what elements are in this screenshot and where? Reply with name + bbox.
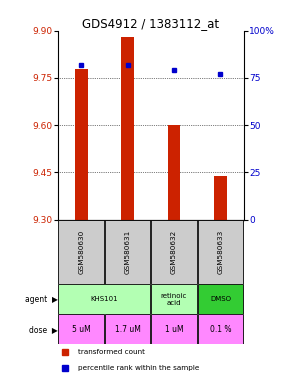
Text: 1 uM: 1 uM: [165, 324, 183, 334]
Text: GSM580632: GSM580632: [171, 230, 177, 274]
Bar: [151, 220, 197, 284]
Bar: [59, 220, 104, 284]
Bar: [105, 314, 150, 344]
Text: dose  ▶: dose ▶: [29, 324, 58, 334]
Bar: [198, 284, 243, 314]
Bar: [214, 175, 227, 220]
Bar: [198, 220, 243, 284]
Bar: [105, 220, 150, 284]
Text: agent  ▶: agent ▶: [25, 295, 58, 304]
Bar: [75, 68, 88, 220]
Title: GDS4912 / 1383112_at: GDS4912 / 1383112_at: [82, 17, 219, 30]
Text: transformed count: transformed count: [78, 349, 145, 355]
Bar: [121, 37, 134, 220]
Bar: [59, 314, 104, 344]
Text: GSM580631: GSM580631: [125, 230, 130, 274]
Text: retinoic
acid: retinoic acid: [161, 293, 187, 306]
Text: DMSO: DMSO: [210, 296, 231, 302]
Text: percentile rank within the sample: percentile rank within the sample: [78, 365, 200, 371]
Text: 1.7 uM: 1.7 uM: [115, 324, 141, 334]
Text: GSM580633: GSM580633: [218, 230, 223, 274]
Bar: [151, 314, 197, 344]
Text: 5 uM: 5 uM: [72, 324, 90, 334]
Text: GSM580630: GSM580630: [78, 230, 84, 274]
Bar: [151, 284, 197, 314]
Bar: [168, 125, 180, 220]
Text: 0.1 %: 0.1 %: [210, 324, 231, 334]
Text: KHS101: KHS101: [90, 296, 118, 302]
Bar: [59, 284, 150, 314]
Bar: [198, 314, 243, 344]
